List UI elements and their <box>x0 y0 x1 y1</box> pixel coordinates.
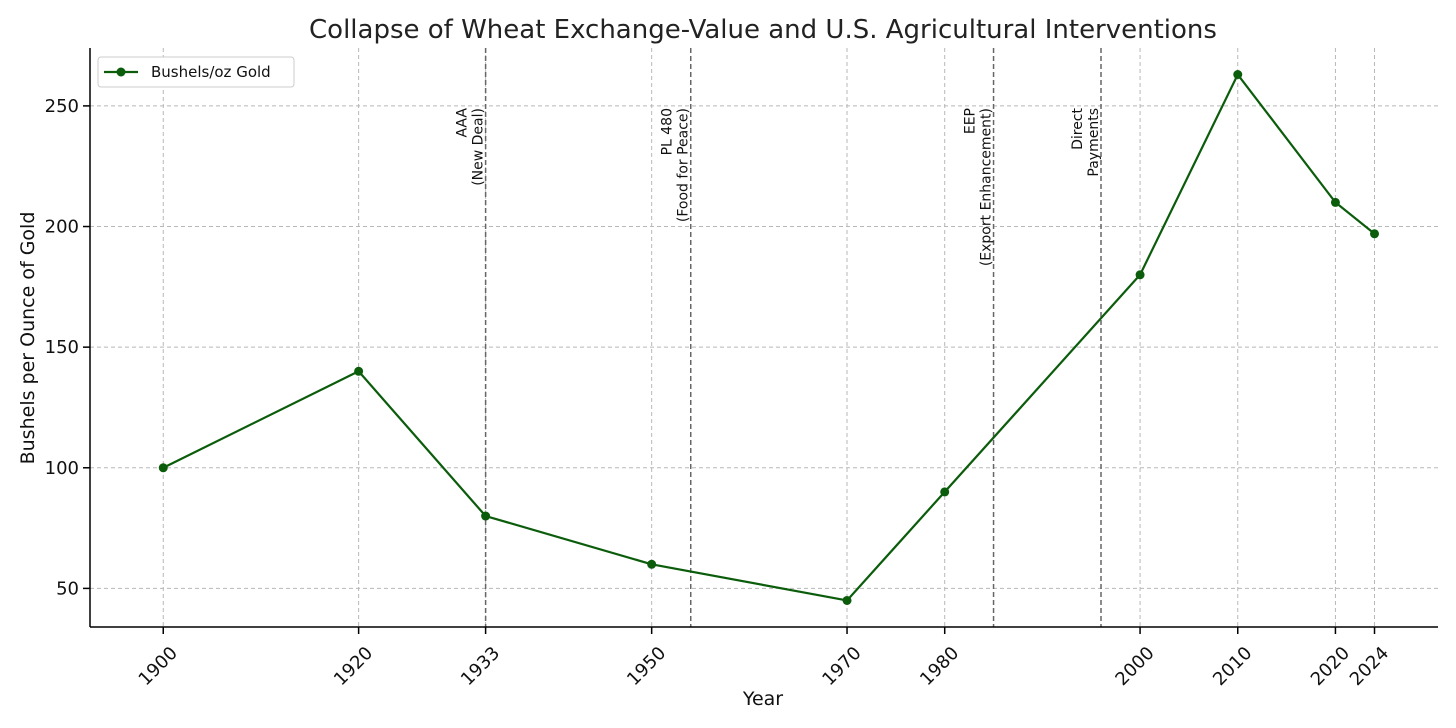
x-tick-label: 2000 <box>1111 643 1158 690</box>
event-label: (Food for Peace) <box>676 108 692 222</box>
y-tick-label: 150 <box>45 337 79 358</box>
y-tick-label: 200 <box>45 217 79 238</box>
x-tick-label: 1970 <box>818 643 865 690</box>
series-layer <box>158 70 1380 605</box>
event-label: PL 480 <box>660 108 676 155</box>
data-point <box>1135 270 1145 280</box>
legend: Bushels/oz Gold <box>97 56 295 88</box>
x-tick-label: 2020 <box>1307 643 1354 690</box>
x-tick-label: 1933 <box>457 643 504 690</box>
event-label: AAA <box>455 108 471 138</box>
event-label: (Export Enhancement) <box>979 108 995 266</box>
legend-label: Bushels/oz Gold <box>151 63 271 81</box>
data-point <box>1233 70 1243 80</box>
data-point <box>354 366 364 376</box>
x-tick-label: 2010 <box>1209 643 1256 690</box>
x-tick-label: 2024 <box>1346 643 1393 690</box>
data-point <box>158 463 168 473</box>
event-label: Payments <box>1086 108 1102 177</box>
x-axis-label: Year <box>742 688 783 710</box>
data-point <box>842 595 852 605</box>
y-tick-label: 100 <box>45 458 79 479</box>
y-tick-label: 250 <box>45 96 79 117</box>
y-tick-label: 50 <box>56 578 79 599</box>
axes-layer: 1900 1920 1933 1950 1970 1980 2000 2010 20202024… <box>45 48 1438 690</box>
x-tick-label: 1950 <box>623 643 670 690</box>
legend-box <box>97 56 295 88</box>
y-axis-label: Bushels per Ounce of Gold <box>17 212 39 465</box>
event-label: Direct <box>1070 107 1086 149</box>
data-point <box>1330 197 1340 207</box>
legend-marker <box>116 67 126 77</box>
data-point <box>647 559 657 569</box>
event-layer: AAA (New Deal) PL 480 (Food for Peace) EEP (E… <box>455 48 1102 627</box>
x-tick-label: 1900 <box>135 643 182 690</box>
series-line <box>162 72 1376 602</box>
x-tick-label: 1920 <box>330 643 377 690</box>
data-point <box>481 511 491 521</box>
event-label: (New Deal) <box>471 108 487 186</box>
data-point <box>940 487 950 497</box>
x-tick-label: 1980 <box>916 643 963 690</box>
event-label: EEP <box>963 108 979 134</box>
grid-layer <box>90 48 1438 627</box>
data-point <box>1370 229 1380 239</box>
chart-title: Collapse of Wheat Exchange-Value and U.S… <box>309 15 1217 45</box>
